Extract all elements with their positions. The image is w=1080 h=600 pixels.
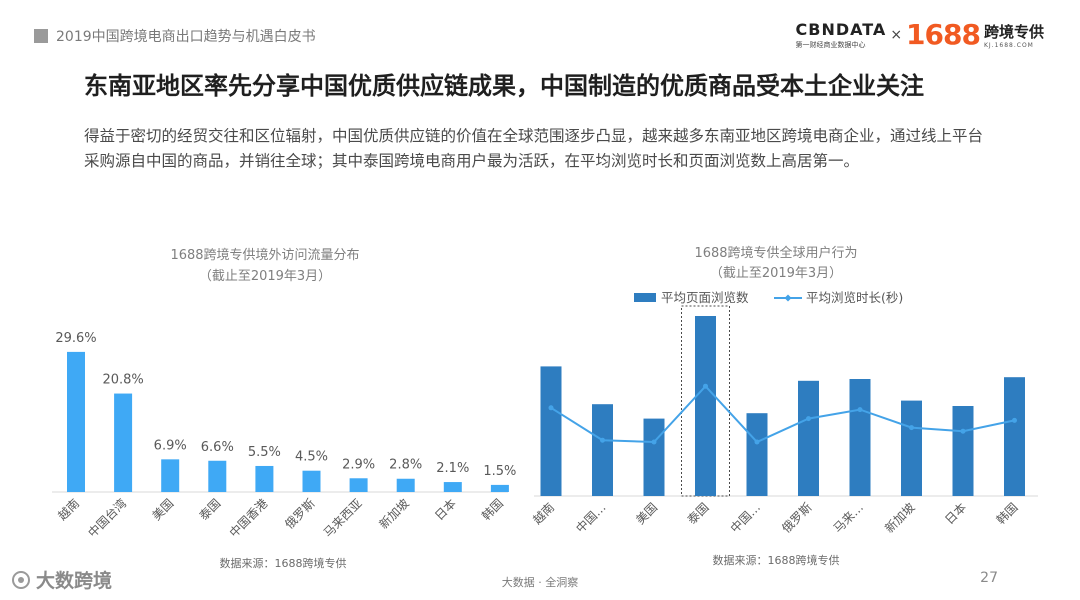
chart-title: 1688跨境专供境外访问流量分布 [170,248,359,263]
chart-subtitle: （截止至2019年3月） [199,269,331,284]
x-tick-label: 日本 [942,500,969,527]
bar [490,484,509,492]
bar [396,478,415,492]
data-source: 数据来源：1688跨境专供 [220,556,347,570]
bar [643,418,665,496]
footer-logo-text: 大数跨境 [36,570,113,592]
x-tick-label: 韩国 [478,496,506,524]
legend-bar-swatch [634,293,656,302]
bar [540,366,562,496]
x-tick-label: 马来… [831,500,866,535]
kuajing-url: KJ.1688.COM [983,41,1034,49]
traffic-distribution-chart: 1688跨境专供境外访问流量分布 （截止至2019年3月） 29.6% 越南 20.… [52,248,516,570]
chart-title: 1688跨境专供全球用户行为 [694,245,857,261]
data-label: 29.6% [55,331,96,346]
x-tick-label: 马来西亚 [321,496,365,540]
x-tick-label: 中国… [727,500,763,536]
bar [302,470,321,492]
chart-legend: 平均页面浏览数 平均浏览时长(秒) [634,290,903,305]
user-behavior-chart: 1688跨境专供全球用户行为 （截止至2019年3月） 平均页面浏览数 平均浏览… [530,245,1038,567]
footer-logo-icon [12,570,30,589]
x-tick-label: 韩国 [993,500,1021,528]
x-tick-label: 泰国 [197,496,224,523]
data-label: 2.8% [389,458,422,473]
line-point [548,405,554,411]
x-tick-label: 俄罗斯 [779,500,814,535]
bar [67,351,85,492]
x-tick-label: 美国 [633,500,660,527]
brand-1688: 1688 [906,18,981,51]
x-tick-label: 越南 [530,500,558,528]
bar [114,393,133,492]
kuajing-name: 跨境专供 [983,22,1044,41]
legend-line-label: 平均浏览时长(秒) [806,290,903,305]
line-point [754,439,760,445]
series-line [550,384,1015,444]
legend-line-marker [784,294,792,302]
x-tick-label: 俄罗斯 [282,496,317,531]
intro-paragraph: 得益于密切的经贸交往和区位辐射，中国优质供应链的价值在全球范围逐步凸显，越来越多… [84,127,984,170]
x-tick-label: 日本 [432,496,459,523]
line-point [1012,417,1017,423]
x-tick-label: 新加坡 [376,496,412,532]
cbndata-name: CBNDATA [795,19,887,39]
bar [901,400,922,496]
x-tick-label: 越南 [55,496,83,524]
doc-title: 2019中国跨境电商出口趋势与机遇白皮书 [56,29,316,45]
bar [1004,377,1025,496]
line-point [600,437,605,443]
bar [443,482,462,492]
bar [849,379,871,496]
line-point [703,383,708,389]
data-label: 20.8% [102,373,143,388]
x-tick-label: 中国… [573,500,609,536]
legend-bar-label: 平均页面浏览数 [661,290,749,305]
bar [349,478,368,492]
bar [208,460,227,492]
kuajing-logo: 跨境专供 KJ.1688.COM [984,21,1044,49]
data-label: 2.9% [342,457,375,472]
footer-logo: 大数跨境 [10,566,112,593]
x-tick-label: 美国 [149,496,176,523]
data-label: 6.6% [201,440,234,455]
line-point [857,407,863,413]
doc-header: 2019中国跨境电商出口趋势与机遇白皮书 [34,26,316,46]
chart-subtitle: （截止至2019年3月） [710,266,842,281]
line-point [806,416,811,422]
x-tick-label: 中国台湾 [85,496,130,541]
data-label: 4.5% [295,450,328,465]
bar [161,459,180,492]
cbndata-logo: CBNDATA 第一财经商业数据中心 [796,20,887,50]
bar [695,316,716,496]
bar [255,465,274,492]
data-label: 1.5% [483,464,516,479]
cbndata-sub: 第一财经商业数据中心 [795,40,866,49]
line-point [960,428,966,434]
data-label: 6.9% [154,438,187,453]
x-tick-label: 中国香港 [226,496,271,541]
header-square-icon [34,29,48,43]
line-point [651,439,657,445]
data-label: 5.5% [248,445,281,460]
data-source: 数据来源：1688跨境专供 [713,553,840,567]
brand-times: × [890,26,903,43]
data-label: 2.1% [436,461,469,476]
bar [952,406,974,496]
bar [746,413,768,496]
footer-slogan: 大数据 · 全洞察 [501,576,579,589]
x-tick-label: 新加坡 [882,500,918,536]
x-tick-label: 泰国 [685,500,712,527]
bar [798,380,819,496]
line-point [909,425,914,431]
brand-logos: CBNDATA 第一财经商业数据中心 × 1688 跨境专供 KJ.1688.C… [796,18,1045,51]
page-title: 东南亚地区率先分享中国优质供应链成果，中国制造的优质商品受本土企业关注 [84,72,924,100]
bar [592,404,613,496]
page-number: 27 [980,570,998,586]
